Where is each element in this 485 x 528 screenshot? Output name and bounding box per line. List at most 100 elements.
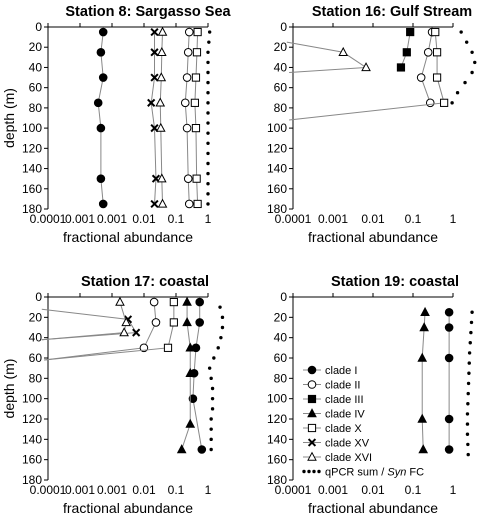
legend-label: clade XVI <box>325 452 372 464</box>
data-point <box>150 199 159 209</box>
series-clade-ii <box>180 27 194 209</box>
x-tick-label: 1 <box>450 212 457 226</box>
qpcr-point <box>206 131 210 135</box>
data-point <box>416 73 426 82</box>
qpcr-point <box>467 361 471 365</box>
series-qpcr-sum-syn-fc <box>207 305 225 452</box>
data-point <box>402 48 411 57</box>
legend-marker <box>307 394 317 404</box>
legend-marker <box>307 365 317 375</box>
data-point <box>163 343 173 352</box>
x-tick-label: 0.001 <box>65 212 95 226</box>
data-point <box>419 322 429 332</box>
data-point <box>423 47 433 57</box>
y-tick-label: 100 <box>22 121 42 135</box>
data-point <box>96 47 106 57</box>
data-point <box>119 327 129 337</box>
y-tick-label: 20 <box>29 40 43 54</box>
data-point <box>156 173 167 183</box>
qpcr-point <box>209 427 213 431</box>
data-point <box>192 48 202 57</box>
x-tick-label: 1 <box>205 483 212 497</box>
qpcr-point <box>450 101 454 105</box>
qpcr-point <box>206 70 210 75</box>
qpcr-point <box>465 422 470 426</box>
data-point <box>418 444 429 454</box>
data-point <box>96 174 106 183</box>
x-tick-label: 0.1 <box>168 212 185 226</box>
x-tick-label: 0.0001 <box>30 483 67 497</box>
data-point <box>98 199 108 209</box>
y-tick-label: 40 <box>274 60 288 74</box>
x-tick-label: 0.001 <box>97 212 127 226</box>
x-tick-label: 0.1 <box>405 212 422 226</box>
legend-dot <box>302 469 306 474</box>
data-point <box>417 352 428 362</box>
y-tick-label: 80 <box>274 101 288 115</box>
qpcr-point <box>470 50 474 54</box>
qpcr-point <box>206 141 210 145</box>
series-clade-x <box>44 297 178 361</box>
y-tick-label: 0 <box>280 20 287 34</box>
y-tick-label: 140 <box>267 162 287 176</box>
data-point <box>149 297 159 307</box>
qpcr-point <box>220 315 225 320</box>
data-point <box>156 72 167 82</box>
y-axis-label: depth (m) <box>1 88 17 148</box>
data-point <box>191 124 201 133</box>
legend-label: clade I <box>325 365 357 377</box>
series-clade-ii <box>416 27 437 108</box>
data-point <box>417 413 428 423</box>
qpcr-point <box>463 80 467 85</box>
panel-station-8: Station 8: Sargasso Sea 0 20 40 60 80 100 120 14… <box>1 4 232 245</box>
qpcr-point <box>464 40 469 44</box>
data-point <box>151 318 161 327</box>
qpcr-point <box>209 376 213 381</box>
x-tick-label: 0.001 <box>97 483 127 497</box>
data-point <box>185 342 196 352</box>
data-point <box>185 418 196 428</box>
y-tick-label: 20 <box>274 40 288 54</box>
data-point <box>150 27 159 37</box>
data-point <box>195 318 204 327</box>
data-point <box>183 47 193 57</box>
series-clade-x <box>289 27 449 121</box>
data-point <box>150 73 159 82</box>
qpcr-point <box>212 356 216 360</box>
series-clade-i <box>188 297 207 454</box>
data-point <box>98 73 108 82</box>
series-line <box>41 308 138 341</box>
data-point <box>183 174 193 183</box>
qpcr-point <box>467 351 472 355</box>
x-tick-label: 0.01 <box>132 212 156 226</box>
y-tick-label: 0 <box>35 290 42 304</box>
data-point <box>169 318 178 327</box>
y-tick-label: 120 <box>267 412 287 426</box>
data-point <box>147 98 156 107</box>
x-tick-label: 0.01 <box>132 483 156 497</box>
y-tick-label: 40 <box>29 331 43 345</box>
y-tick-label: 160 <box>267 453 287 467</box>
legend-entry: clade X <box>303 423 362 435</box>
data-point <box>191 73 201 82</box>
data-point <box>190 98 199 107</box>
y-tick-label: 120 <box>22 412 42 426</box>
series-clade-x <box>190 27 202 209</box>
data-point <box>182 123 192 133</box>
x-tick-label: 1 <box>205 212 212 226</box>
x-tick-label: 0.001 <box>65 483 95 497</box>
legend-label: clade XV <box>325 438 370 450</box>
legend-entry: clade IV <box>303 408 365 421</box>
qpcr-point <box>468 341 472 345</box>
legend-dot <box>312 469 316 474</box>
data-point <box>444 323 454 332</box>
series-line <box>44 302 157 361</box>
data-point <box>182 296 192 306</box>
data-point <box>96 123 106 133</box>
data-point <box>432 48 442 57</box>
series-clade-iii <box>396 27 415 72</box>
panel-title: Station 8: Sargasso Sea <box>65 4 231 20</box>
qpcr-point <box>465 412 470 416</box>
qpcr-point <box>466 381 471 386</box>
qpcr-point <box>206 161 210 166</box>
